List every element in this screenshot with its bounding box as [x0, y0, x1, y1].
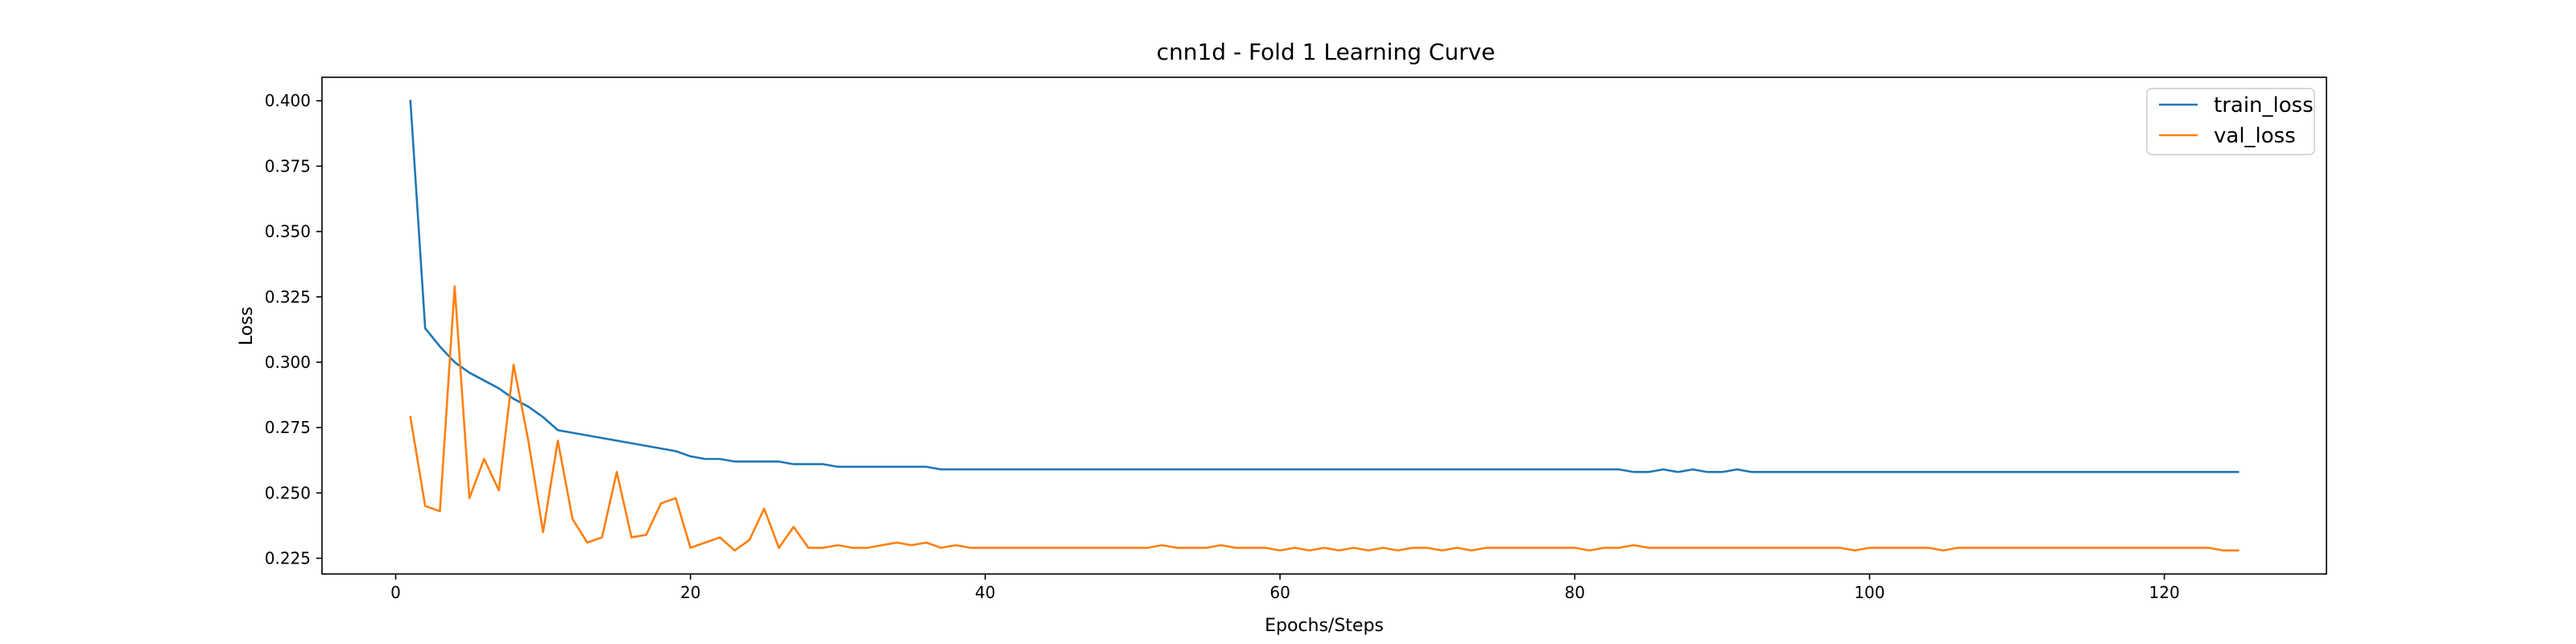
x-tick-label: 0 — [390, 583, 401, 602]
y-axis-label: Loss — [237, 307, 257, 345]
legend-label-train-loss: train_loss — [2214, 93, 2314, 118]
plot-area: 0 20 40 60 80 100 120 0.225 0.250 0.275 0.300 0.32… — [265, 76, 2327, 602]
x-axis: 0 20 40 60 80 100 120 — [390, 574, 2180, 602]
chart-title: cnn1d - Fold 1 Learning Curve — [1157, 39, 1496, 65]
y-tick-label: 0.375 — [265, 156, 311, 175]
x-tick-label: 60 — [1269, 583, 1290, 602]
x-tick-label: 40 — [975, 583, 995, 602]
series-line-val-loss — [409, 285, 2240, 552]
x-tick-label: 120 — [2149, 583, 2180, 602]
y-tick-label: 0.350 — [265, 222, 311, 242]
y-tick-label: 0.225 — [265, 549, 311, 568]
plot-frame — [321, 76, 2327, 575]
x-tick-label: 20 — [680, 583, 700, 602]
legend-items: train_loss val_loss — [2159, 93, 2314, 148]
y-axis: 0.225 0.250 0.275 0.300 0.325 0.350 0.375 0.400 — [265, 91, 322, 568]
series-layer — [409, 99, 2240, 552]
x-tick-label: 80 — [1565, 583, 1585, 602]
y-tick-label: 0.400 — [265, 91, 311, 110]
x-tick-label: 100 — [1854, 583, 1885, 602]
legend: train_loss val_loss — [2146, 88, 2315, 155]
y-tick-label: 0.275 — [265, 418, 311, 437]
x-axis-label: Epochs/Steps — [1265, 616, 1384, 636]
y-tick-label: 0.300 — [265, 353, 311, 372]
y-tick-label: 0.325 — [265, 287, 311, 307]
series-line-train-loss — [409, 99, 2240, 473]
y-tick-label: 0.250 — [265, 483, 311, 502]
legend-label-val-loss: val_loss — [2214, 124, 2296, 148]
